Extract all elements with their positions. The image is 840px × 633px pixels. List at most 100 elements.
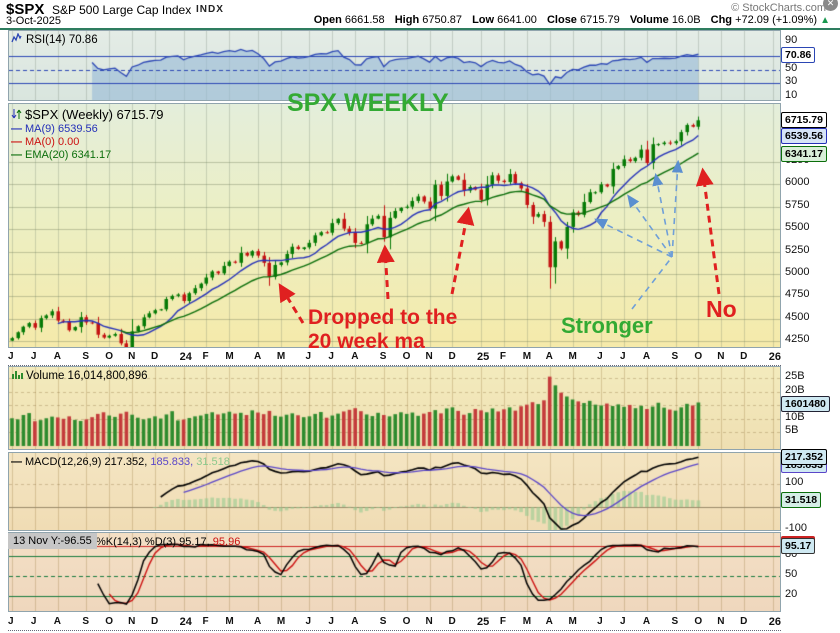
- x-axis-label: N: [717, 616, 725, 627]
- header: $SPX S&P 500 Large Cap Index INDX © Stoc…: [0, 0, 840, 30]
- y-axis-label: 5750: [785, 198, 810, 211]
- chart-date: 3-Oct-2025: [6, 15, 62, 27]
- low-value: 6641.00: [497, 14, 537, 26]
- stochastic-legend-text: %K(14,3) %D(3) 95.17,: [96, 536, 213, 548]
- y-axis-label: 30: [785, 75, 798, 88]
- x-axis-label: D: [740, 616, 748, 627]
- x-axis-label: O: [402, 616, 411, 627]
- ma0-legend-text: MA(0) 0.00: [25, 136, 80, 148]
- close-value: 6715.79: [580, 14, 620, 26]
- x-axis-label: J: [30, 351, 37, 362]
- rsi-value-box: 70.86: [781, 47, 816, 63]
- x-axis-label: A: [53, 616, 61, 627]
- stochastic-canvas: [9, 533, 780, 611]
- x-axis-label: M: [276, 616, 286, 627]
- y-axis-label: 100: [785, 476, 804, 488]
- exchange: INDX: [196, 4, 224, 15]
- ema20-swatch: —: [11, 149, 22, 161]
- x-axis-label: A: [253, 616, 262, 627]
- x-axis-label: D: [740, 351, 748, 362]
- macd-legend-text: MACD(12,26,9): [25, 456, 105, 468]
- rsi-indicator-icon: [11, 32, 23, 47]
- volume-bars-icon: [11, 369, 23, 383]
- annotation-dropped-to-20wk-ma: Dropped to the 20 week ma: [308, 306, 458, 353]
- rsi-legend-text: RSI(14) 70.86: [26, 34, 98, 46]
- ema20-value-box: 6341.17: [781, 146, 827, 162]
- y-axis-label: 5B: [785, 424, 799, 437]
- x-axis-label: J: [597, 616, 603, 627]
- stochastic-x-axis: J J A S O N D 24 F M A M J J A S O N D 25 F M A M J J A S O N D 26: [8, 613, 781, 631]
- x-axis-label: N: [717, 351, 725, 362]
- volume-panel: [8, 366, 781, 450]
- x-axis-label: S: [379, 616, 387, 627]
- macd-swatch: —: [11, 456, 22, 468]
- volume-legend-text: Volume 16,014,800,896: [26, 370, 148, 382]
- index-name: S&P 500 Large Cap Index: [52, 3, 192, 17]
- annotation-spx-weekly: SPX WEEKLY: [287, 89, 449, 117]
- y-axis-label: 10: [785, 89, 798, 101]
- macd-canvas: [9, 453, 780, 530]
- price-x-axis: J J A S O N D 24 F M A M J J A S O N D 25 F M A M J J A S O N D 26: [8, 348, 781, 366]
- x-axis-label: A: [545, 616, 553, 627]
- x-axis-label: O: [694, 351, 703, 362]
- open-value: 6661.58: [344, 14, 385, 26]
- x-axis-label: N: [425, 616, 433, 627]
- ma9-value-box: 6539.56: [781, 128, 827, 144]
- y-axis-label: 20B: [785, 383, 805, 396]
- x-axis-label: O: [105, 351, 114, 362]
- macd-legend: — MACD(12,26,9) 217.352, 185.833, 31.518: [11, 456, 230, 468]
- x-axis-label: 25: [477, 616, 490, 628]
- x-axis-label: A: [642, 351, 651, 362]
- x-axis-label: J: [8, 616, 14, 627]
- y-axis-label: 5250: [785, 243, 810, 256]
- x-axis-label: 26: [768, 616, 781, 628]
- x-axis-label: J: [30, 616, 37, 627]
- x-axis-label: D: [448, 616, 456, 627]
- annotation-stronger: Stronger: [561, 313, 653, 338]
- x-axis-label: J: [305, 616, 311, 627]
- x-axis-label: J: [305, 351, 311, 362]
- x-axis-label: M: [225, 351, 234, 362]
- x-axis-label: S: [82, 616, 90, 627]
- y-axis-label: 6000: [785, 176, 810, 189]
- stochastic-d-value: 95.96: [212, 536, 241, 548]
- x-axis-label: M: [568, 351, 577, 362]
- x-axis-label: J: [328, 351, 334, 362]
- share-x-icon[interactable]: ✕: [823, 0, 838, 11]
- x-axis-label: N: [128, 616, 136, 627]
- high-label: High: [394, 14, 420, 26]
- x-axis-label: M: [522, 616, 532, 627]
- ema20-legend: — EMA(20) 6341.17: [11, 149, 111, 161]
- y-axis-label: -100: [785, 522, 808, 534]
- x-axis-label: 25: [477, 351, 490, 363]
- y-axis-label: 50: [785, 61, 798, 74]
- up-arrow-icon: ▲: [820, 15, 830, 26]
- quote-strip: Open 6661.58 High 6750.87 Low 6641.00 Cl…: [314, 14, 830, 26]
- macd-hist-box: 31.518: [781, 492, 822, 508]
- y-axis-label: 4250: [785, 333, 810, 345]
- crosshair-tooltip: 13 Nov Y:-96.55: [8, 533, 97, 549]
- volume-label: Volume: [629, 14, 669, 26]
- x-axis-label: S: [671, 351, 679, 362]
- x-axis-label: N: [425, 351, 433, 362]
- rsi-canvas: [9, 31, 780, 100]
- x-axis-label: M: [276, 351, 286, 362]
- close-label: Close: [546, 14, 577, 26]
- x-axis-label: A: [351, 616, 359, 627]
- x-axis-label: 26: [768, 351, 781, 363]
- ma9-swatch: —: [11, 123, 22, 135]
- y-axis-label: 5500: [785, 221, 810, 234]
- stochastic-legend: %K(14,3) %D(3) 95.17, 95.96: [96, 536, 240, 548]
- x-axis-label: A: [545, 351, 553, 362]
- symbol: $SPX: [6, 1, 45, 18]
- x-axis-label: S: [379, 351, 387, 362]
- annotation-no: No: [706, 296, 737, 322]
- price-arrows-icon: [11, 108, 22, 123]
- x-axis-label: F: [499, 351, 507, 362]
- rsi-legend: RSI(14) 70.86: [11, 32, 98, 47]
- y-axis-label: 10B: [785, 410, 805, 423]
- x-axis-label: M: [568, 616, 577, 627]
- x-axis-label: D: [151, 616, 159, 627]
- volume-value: 16.0B: [671, 14, 701, 26]
